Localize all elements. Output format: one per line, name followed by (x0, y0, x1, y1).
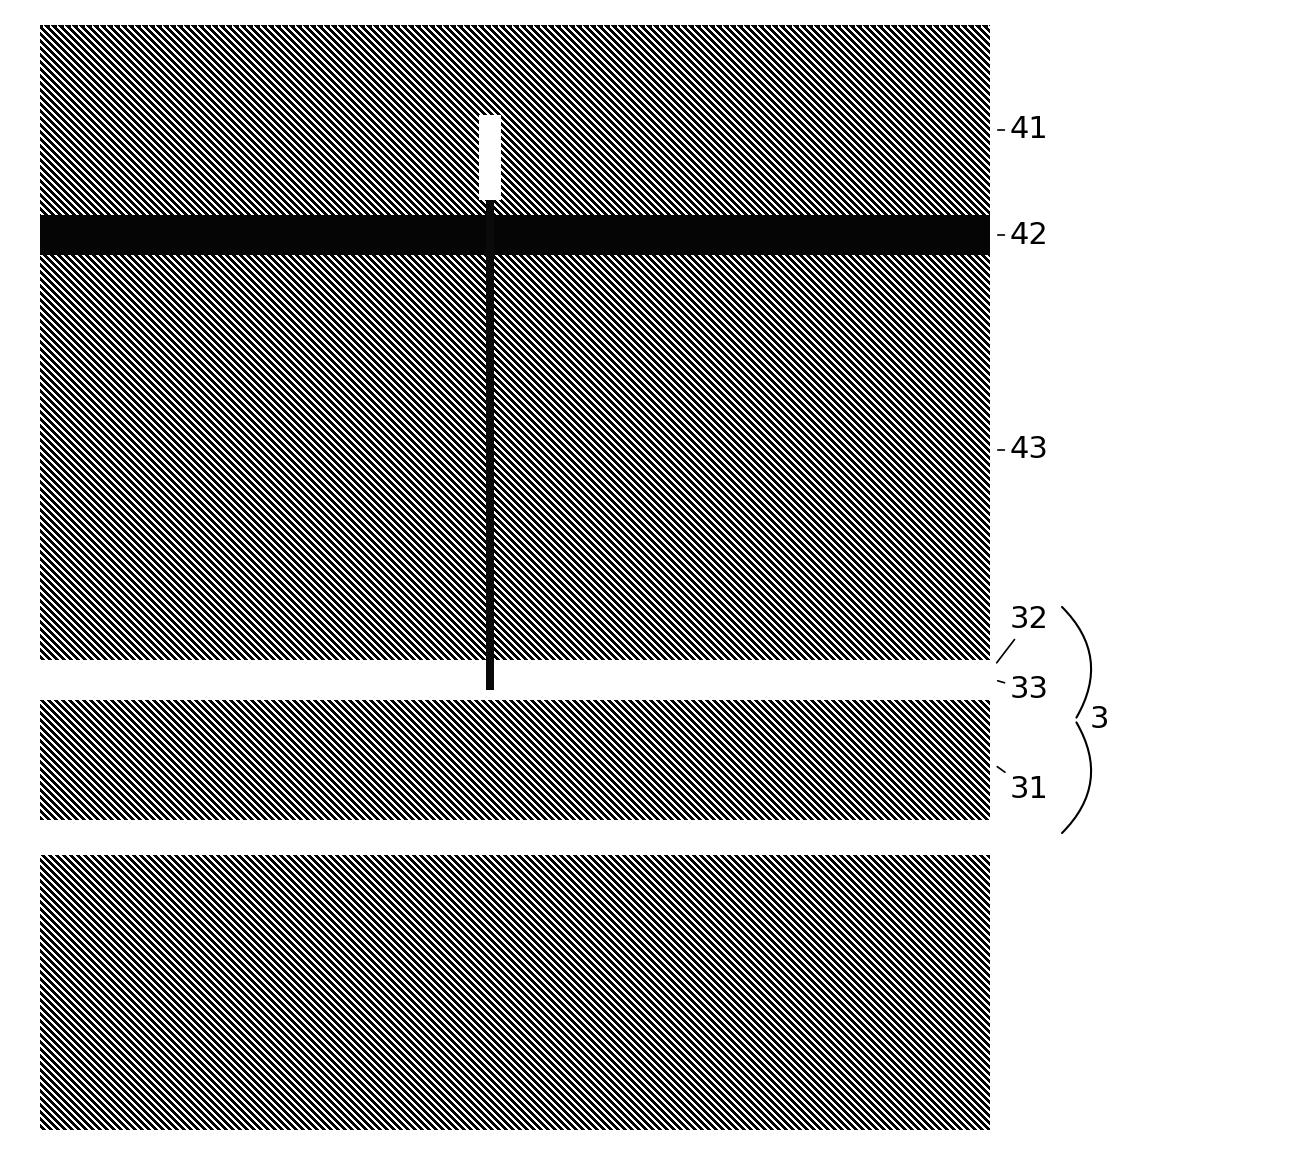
Text: 3: 3 (1090, 705, 1109, 734)
Text: 43: 43 (998, 436, 1049, 465)
Text: 32: 32 (996, 605, 1049, 662)
Text: 42: 42 (998, 221, 1049, 250)
Text: 31: 31 (998, 767, 1049, 804)
Text: 41: 41 (998, 115, 1049, 144)
Text: 33: 33 (998, 675, 1049, 704)
